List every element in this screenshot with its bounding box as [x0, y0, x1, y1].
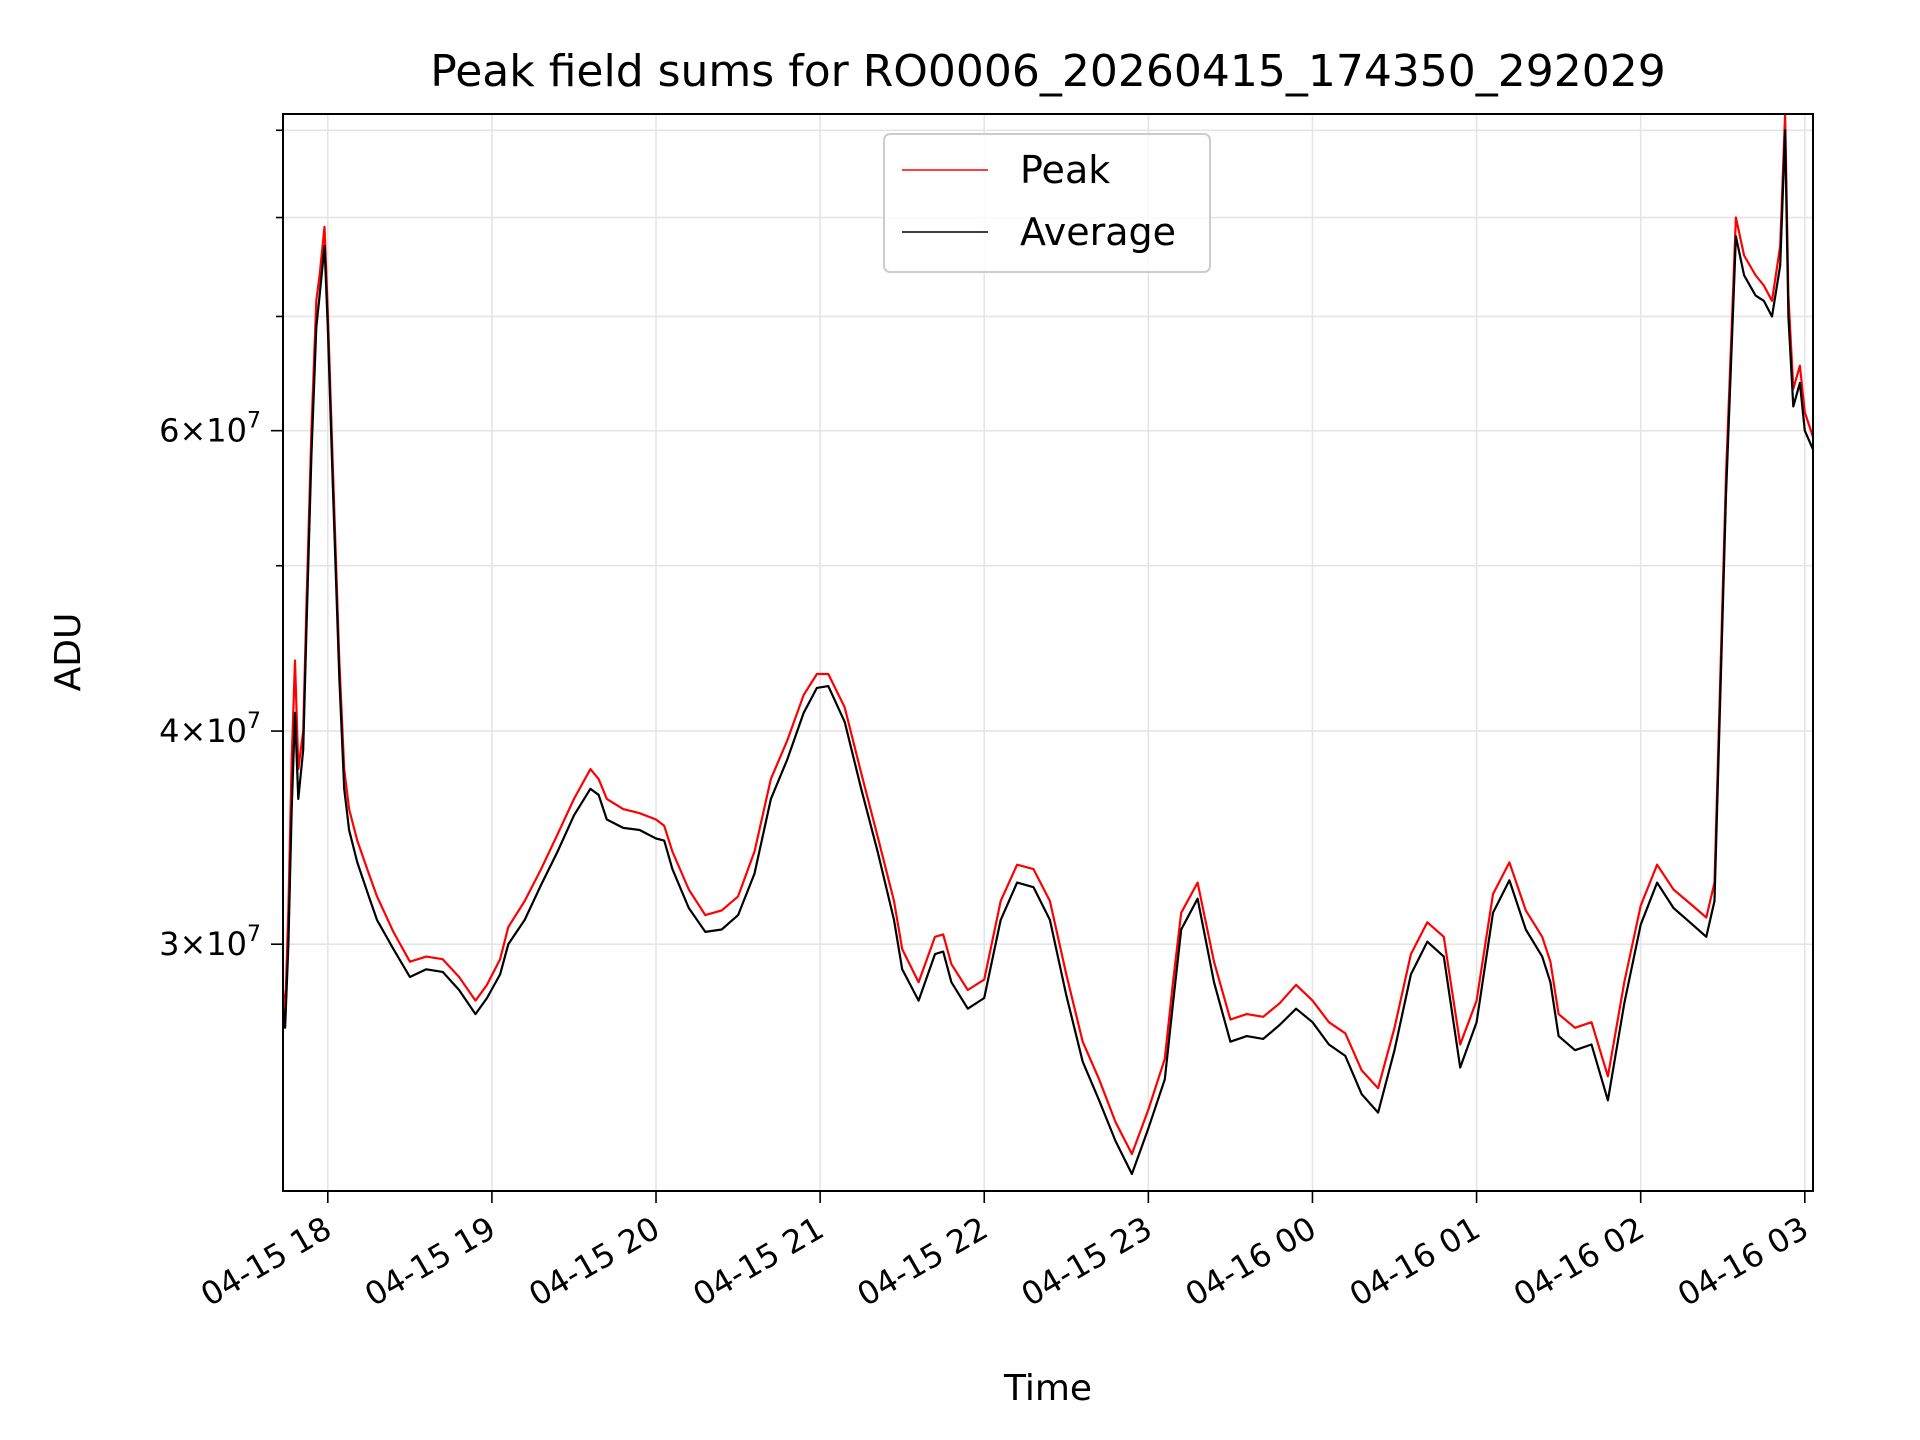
- y-tick-label: 6×107: [159, 409, 261, 450]
- y-tick-label: 4×107: [159, 709, 261, 750]
- chart-title: Peak field sums for RO0006_20260415_1743…: [430, 46, 1666, 97]
- grid-layer: [283, 114, 1813, 1191]
- x-axis-label: Time: [1003, 1368, 1092, 1409]
- legend-average-label: Average: [1020, 210, 1176, 254]
- legend: Peak Average: [883, 133, 1211, 273]
- series-line-average: [281, 129, 1815, 1176]
- series-layer: [281, 112, 1815, 1176]
- plot-frame: [282, 113, 1814, 1192]
- legend-peak-label: Peak: [1020, 148, 1110, 192]
- y-tick-label: 3×107: [159, 922, 261, 963]
- y-axis-label: ADU: [48, 613, 89, 692]
- legend-box: [883, 133, 1211, 273]
- series-line-peak: [281, 112, 1815, 1156]
